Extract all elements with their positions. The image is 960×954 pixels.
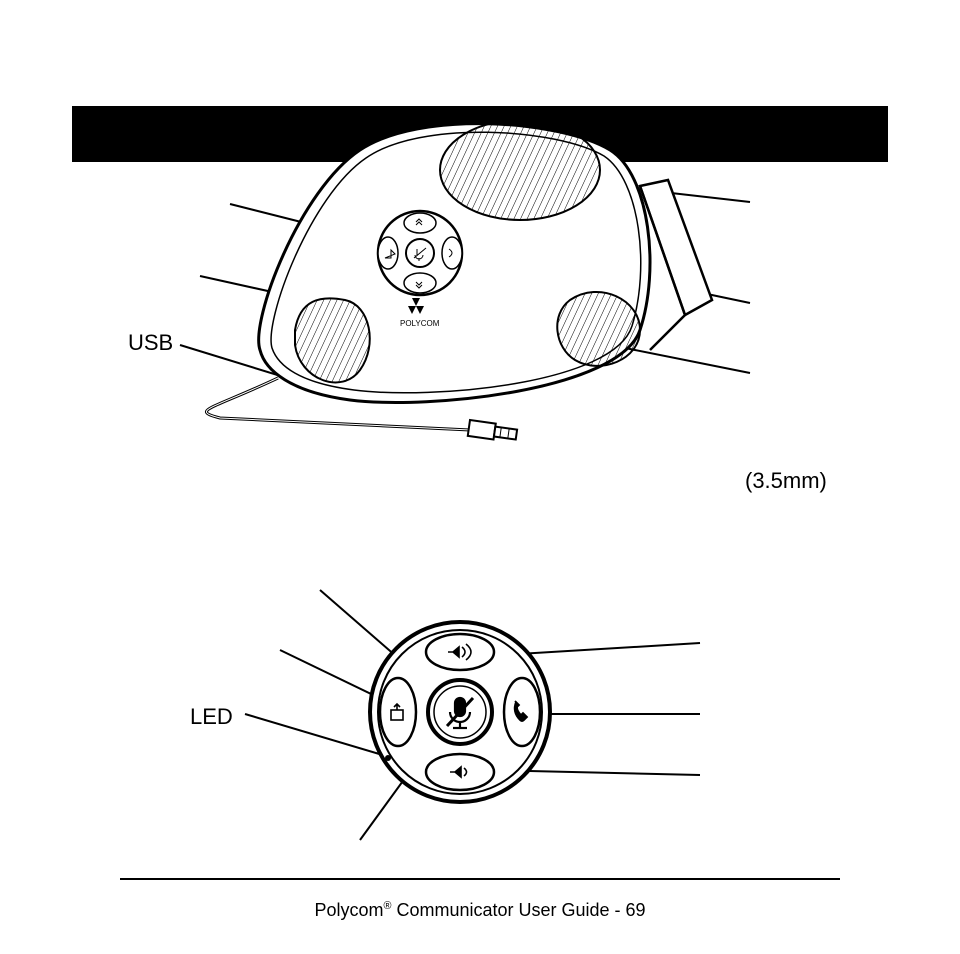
device-diagram: POLYCOM [0,0,960,500]
mute-button [428,680,492,744]
footer-prefix: Polycom [314,900,383,920]
keypad [378,211,462,295]
document-page: POLYCOM USB (3.5mm) [0,0,960,954]
speaker-grille [440,120,600,220]
left-mic-grille [295,298,370,382]
usb-label: USB [128,330,173,356]
footer-text: Polycom® Communicator User Guide - 69 [0,900,960,921]
led-label: LED [190,704,233,730]
vol-down-button [426,754,494,790]
call-button [504,678,540,746]
jack-size-label: (3.5mm) [745,468,827,494]
launch-button [380,678,416,746]
right-mic-grille [557,292,640,366]
led-dot [385,755,391,761]
footer-rule [120,878,840,880]
footer-suffix: Communicator User Guide - 69 [391,900,645,920]
keypad-closeup-diagram [0,560,960,920]
logo-text: POLYCOM [400,319,440,328]
vol-up-button [426,634,494,670]
